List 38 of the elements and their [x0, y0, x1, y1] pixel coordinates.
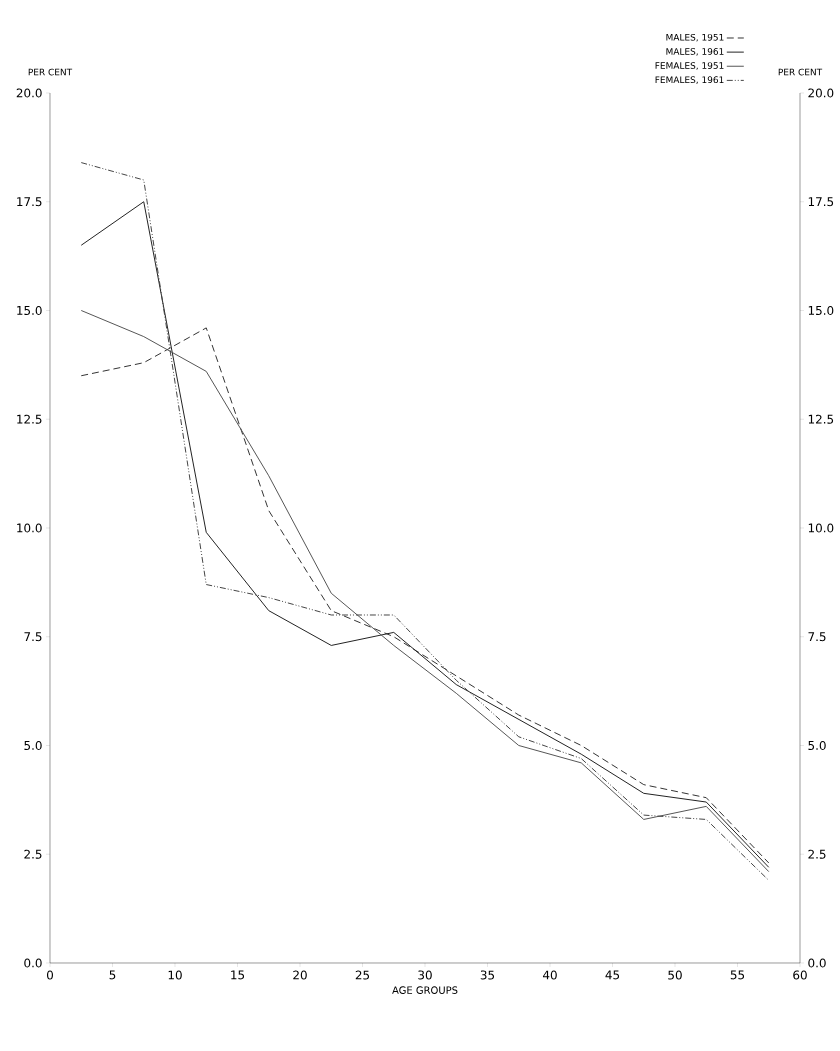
y2-axis-title: PER CENT	[778, 68, 823, 76]
y-axis-title: PER CENT	[28, 68, 73, 76]
y2-tick-label: 10.0	[808, 523, 834, 533]
y2-tick-label: 7.5	[808, 632, 826, 642]
x-tick-label: 10	[168, 970, 182, 980]
y-tick-label: 12.5	[17, 414, 42, 424]
x-tick-label: 60	[793, 970, 807, 980]
x-tick-label: 55	[730, 970, 745, 980]
x-tick-label: 30	[418, 970, 432, 980]
y-tick-label: 15.0	[17, 305, 42, 316]
x-tick-label: 0	[46, 970, 54, 980]
x-tick-label: 5	[109, 970, 116, 980]
legend-label: MALES, 1961	[666, 48, 724, 56]
x-tick-label: 35	[480, 970, 495, 980]
x-tick-label: 45	[605, 970, 620, 980]
y-tick-label: 5.0	[24, 740, 42, 751]
x-axis-title: AGE GROUPS	[392, 986, 458, 994]
y2-tick-label: 20.0	[808, 88, 834, 98]
legend-label: FEMALES, 1951	[655, 62, 724, 70]
x-tick-label: 15	[231, 970, 245, 980]
y-tick-label: 2.5	[24, 849, 42, 859]
y2-tick-label: 12.5	[808, 414, 834, 424]
y-tick-label: 7.5	[24, 632, 42, 642]
y-tick-label: 0.0	[24, 958, 42, 968]
y-tick-label: 17.5	[17, 197, 42, 207]
x-tick-label: 50	[668, 970, 682, 980]
x-tick-label: 40	[542, 970, 557, 980]
y-tick-label: 10.0	[17, 523, 42, 533]
x-tick-label: 25	[355, 970, 370, 980]
y2-tick-label: 0.0	[808, 958, 826, 968]
y2-tick-label: 2.5	[808, 849, 826, 859]
legend-label: FEMALES, 1961	[655, 76, 724, 84]
y2-tick-label: 15.0	[808, 305, 834, 316]
y2-tick-label: 17.5	[808, 197, 834, 207]
y2-tick-label: 5.0	[808, 740, 826, 751]
x-tick-label: 20	[293, 970, 307, 980]
legend-label: MALES, 1951	[666, 33, 724, 42]
y-tick-label: 20.0	[16, 88, 42, 98]
